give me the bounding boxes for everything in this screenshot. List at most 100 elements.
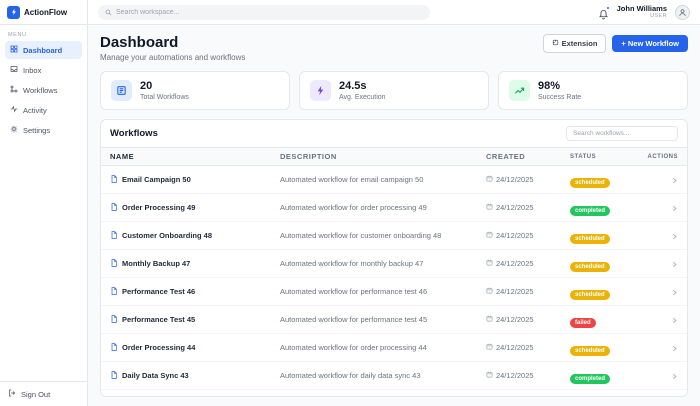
lightning-bolt-icon	[7, 5, 20, 19]
workflow-created: 24/12/2025	[496, 371, 534, 380]
new-workflow-button[interactable]: + New Workflow	[612, 35, 688, 52]
topbar: John Williams USER	[88, 0, 700, 25]
table-row[interactable]: Order Processing 44 Automated workflow f…	[101, 334, 687, 362]
sidebar-item-label: Workflows	[23, 85, 58, 95]
inbox-icon	[10, 65, 18, 75]
page-title: Dashboard	[100, 34, 179, 51]
stat-label: Total Workflows	[140, 93, 189, 101]
chevron-right-icon[interactable]	[671, 227, 678, 245]
column-header-description: DESCRIPTION	[280, 152, 337, 161]
extension-button-label: Extension	[561, 39, 598, 48]
chevron-right-icon[interactable]	[671, 311, 678, 329]
sidebar-item-label: Settings	[23, 125, 51, 135]
stats-row: 20 Total Workflows 24.5s Avg. Execution …	[100, 71, 688, 110]
page-header: Dashboard Manage your automations and wo…	[100, 34, 688, 62]
chevron-right-icon[interactable]	[671, 339, 678, 357]
status-badge: scheduled	[570, 233, 610, 244]
status-badge: scheduled	[570, 177, 610, 188]
workflow-file-icon	[110, 258, 118, 269]
status-badge: completed	[570, 373, 611, 384]
notification-badge	[605, 5, 610, 10]
table-row[interactable]: Backup Verification 42 Automated workflo…	[101, 390, 687, 396]
workflows-panel-header: Workflows	[101, 120, 687, 147]
workflow-name: Customer Onboarding 48	[122, 231, 213, 240]
sidebar-footer: Sign Out	[0, 381, 87, 406]
chevron-right-icon[interactable]	[671, 367, 678, 385]
sidebar: ActionFlow MENU Dashboard Inbox Workflow…	[0, 0, 88, 406]
table-row[interactable]: Performance Test 45 Automated workflow f…	[101, 306, 687, 334]
status-badge: completed	[570, 205, 611, 216]
sidebar-nav: Dashboard Inbox Workflows Activity Setti…	[0, 41, 87, 139]
workflow-name: Order Processing 44	[122, 343, 196, 352]
workspace-search[interactable]	[98, 3, 430, 21]
chevron-right-icon[interactable]	[671, 255, 678, 273]
gear-icon	[10, 125, 18, 135]
sidebar-item-activity[interactable]: Activity	[5, 101, 82, 119]
sidebar-item-settings[interactable]: Settings	[5, 121, 82, 139]
status-badge: failed	[570, 317, 596, 328]
workflows-stack-icon	[111, 80, 132, 101]
calendar-icon	[486, 231, 493, 240]
calendar-icon	[486, 315, 493, 324]
workflow-file-icon	[110, 202, 118, 213]
sidebar-item-dashboard[interactable]: Dashboard	[5, 41, 82, 59]
chevron-right-icon[interactable]	[671, 395, 678, 397]
calendar-icon	[486, 259, 493, 268]
table-row[interactable]: Monthly Backup 47 Automated workflow for…	[101, 250, 687, 278]
workflow-created: 24/12/2025	[496, 231, 534, 240]
table-row[interactable]: Email Campaign 50 Automated workflow for…	[101, 166, 687, 194]
stat-card-success-rate: 98% Success Rate	[498, 71, 688, 110]
stat-label: Success Rate	[538, 93, 582, 101]
calendar-icon	[486, 203, 493, 212]
column-header-created: CREATED	[486, 152, 526, 161]
chevron-right-icon[interactable]	[671, 171, 678, 189]
workflow-created: 24/12/2025	[496, 315, 534, 324]
workflow-file-icon	[110, 230, 118, 241]
search-icon	[105, 3, 112, 21]
workflow-created: 24/12/2025	[496, 175, 534, 184]
table-row[interactable]: Order Processing 49 Automated workflow f…	[101, 194, 687, 222]
workflow-branch-icon	[10, 85, 18, 95]
logo: ActionFlow	[0, 0, 87, 25]
table-body: Email Campaign 50 Automated workflow for…	[101, 166, 687, 396]
workflow-name: Order Processing 49	[122, 203, 196, 212]
workflow-description: Automated workflow for monthly backup 47	[280, 259, 424, 268]
calendar-icon	[486, 371, 493, 380]
sidebar-item-inbox[interactable]: Inbox	[5, 61, 82, 79]
main-area: John Williams USER Dashboard Manage your…	[88, 0, 700, 406]
chevron-right-icon[interactable]	[671, 283, 678, 301]
sidebar-item-workflows[interactable]: Workflows	[5, 81, 82, 99]
column-header-actions: ACTIONS	[647, 153, 678, 160]
activity-pulse-icon	[10, 105, 18, 115]
column-header-status: STATUS	[570, 153, 597, 160]
workflows-search-input[interactable]	[566, 126, 678, 141]
workflow-created: 24/12/2025	[496, 287, 534, 296]
chevron-right-icon[interactable]	[671, 199, 678, 217]
table-header: NAME DESCRIPTION CREATED STATUS ACTIONS	[101, 147, 687, 166]
sign-out-button[interactable]: Sign Out	[8, 389, 79, 399]
status-badge: scheduled	[570, 345, 610, 356]
table-row[interactable]: Daily Data Sync 43 Automated workflow fo…	[101, 362, 687, 390]
workflow-description: Automated workflow for order processing …	[280, 343, 427, 352]
stat-value: 20	[140, 80, 153, 93]
workflow-description: Automated workflow for performance test …	[280, 315, 428, 324]
sidebar-item-label: Dashboard	[23, 45, 63, 55]
workflow-description: Automated workflow for email campaign 50	[280, 175, 424, 184]
table-row[interactable]: Customer Onboarding 48 Automated workflo…	[101, 222, 687, 250]
workflow-created: 24/12/2025	[496, 343, 534, 352]
workflow-name: Performance Test 45	[122, 315, 196, 324]
table-row[interactable]: Performance Test 46 Automated workflow f…	[101, 278, 687, 306]
workflow-file-icon	[110, 286, 118, 297]
calendar-icon	[486, 175, 493, 184]
status-badge: scheduled	[570, 261, 610, 272]
extension-button[interactable]: Extension	[542, 34, 607, 53]
lightning-bolt-icon	[310, 80, 331, 101]
workflow-description: Automated workflow for performance test …	[280, 287, 428, 296]
workflows-panel: Workflows NAME DESCRIPTION CREATED STATU…	[100, 119, 688, 397]
workflow-file-icon	[110, 314, 118, 325]
header-actions: Extension + New Workflow	[542, 34, 688, 53]
avatar[interactable]	[675, 4, 690, 20]
notification-bell-icon[interactable]	[598, 5, 610, 19]
workspace-search-input[interactable]	[116, 8, 423, 16]
